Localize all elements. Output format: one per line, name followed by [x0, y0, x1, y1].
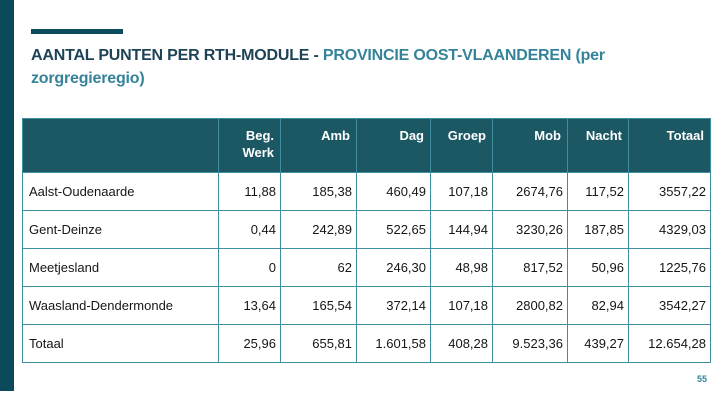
- cell-dag: 372,14: [356, 286, 431, 325]
- cell-groep: 107,18: [430, 286, 493, 325]
- col-header-region: [22, 118, 219, 173]
- table-row-meetjesland: Meetjesland 0 62 246,30 48,98 817,52 50,…: [22, 248, 711, 287]
- cell-mob: 817,52: [492, 248, 568, 287]
- cell-groep: 48,98: [430, 248, 493, 287]
- cell-groep: 107,18: [430, 172, 493, 211]
- title-part-province: PROVINCIE OOST-VLAANDEREN (per zorgregie…: [31, 47, 605, 87]
- cell-groep: 408,28: [430, 324, 493, 363]
- cell-beg-werk: 25,96: [218, 324, 281, 363]
- table-row-waasland-dendermonde: Waasland-Dendermonde 13,64 165,54 372,14…: [22, 286, 711, 325]
- title-accent-bar: [31, 29, 123, 34]
- col-header-totaal: Totaal: [628, 118, 711, 173]
- left-accent-bar: [0, 0, 14, 391]
- cell-groep: 144,94: [430, 210, 493, 249]
- cell-beg-werk: 0,44: [218, 210, 281, 249]
- cell-amb: 62: [280, 248, 357, 287]
- cell-nacht: 187,85: [567, 210, 629, 249]
- cell-totaal: 4329,03: [628, 210, 711, 249]
- cell-totaal: 3542,27: [628, 286, 711, 325]
- table-row-aalst-oudenaarde: Aalst-Oudenaarde 11,88 185,38 460,49 107…: [22, 172, 711, 211]
- col-header-mob: Mob: [492, 118, 568, 173]
- cell-beg-werk: 13,64: [218, 286, 281, 325]
- col-header-nacht: Nacht: [567, 118, 629, 173]
- cell-mob: 3230,26: [492, 210, 568, 249]
- cell-nacht: 50,96: [567, 248, 629, 287]
- cell-dag: 522,65: [356, 210, 431, 249]
- title-part-module: AANTAL PUNTEN PER RTH-MODULE -: [31, 47, 323, 64]
- row-label: Meetjesland: [22, 248, 219, 287]
- col-header-dag: Dag: [356, 118, 431, 173]
- col-header-amb: Amb: [280, 118, 357, 173]
- cell-totaal: 12.654,28: [628, 324, 711, 363]
- row-label: Totaal: [22, 324, 219, 363]
- slide-title: AANTAL PUNTEN PER RTH-MODULE - PROVINCIE…: [31, 44, 659, 90]
- cell-amb: 242,89: [280, 210, 357, 249]
- row-label: Gent-Deinze: [22, 210, 219, 249]
- row-label: Aalst-Oudenaarde: [22, 172, 219, 211]
- cell-dag: 1.601,58: [356, 324, 431, 363]
- page-number: 55: [696, 374, 707, 384]
- cell-amb: 185,38: [280, 172, 357, 211]
- cell-nacht: 117,52: [567, 172, 629, 211]
- cell-mob: 2800,82: [492, 286, 568, 325]
- cell-beg-werk: 11,88: [218, 172, 281, 211]
- table-row-totaal: Totaal 25,96 655,81 1.601,58 408,28 9.52…: [22, 324, 711, 363]
- table-row-gent-deinze: Gent-Deinze 0,44 242,89 522,65 144,94 32…: [22, 210, 711, 249]
- cell-mob: 2674,76: [492, 172, 568, 211]
- col-header-groep: Groep: [430, 118, 493, 173]
- cell-dag: 460,49: [356, 172, 431, 211]
- cell-totaal: 3557,22: [628, 172, 711, 211]
- cell-dag: 246,30: [356, 248, 431, 287]
- col-header-beg-werk: Beg. Werk: [218, 118, 281, 173]
- cell-nacht: 439,27: [567, 324, 629, 363]
- cell-beg-werk: 0: [218, 248, 281, 287]
- cell-nacht: 82,94: [567, 286, 629, 325]
- cell-totaal: 1225,76: [628, 248, 711, 287]
- cell-amb: 655,81: [280, 324, 357, 363]
- table-header-row: Beg. Werk Amb Dag Groep Mob Nacht Totaal: [22, 118, 711, 173]
- points-table: Beg. Werk Amb Dag Groep Mob Nacht Totaal…: [22, 118, 711, 363]
- cell-amb: 165,54: [280, 286, 357, 325]
- row-label: Waasland-Dendermonde: [22, 286, 219, 325]
- cell-mob: 9.523,36: [492, 324, 568, 363]
